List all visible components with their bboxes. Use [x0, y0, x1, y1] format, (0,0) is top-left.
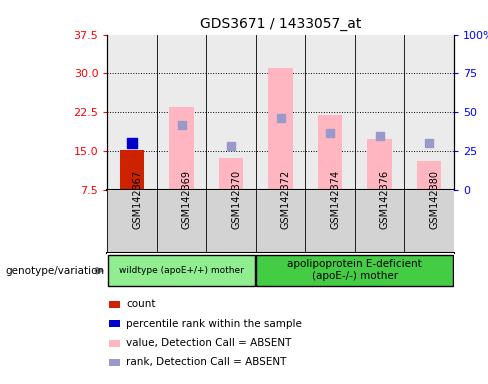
- Text: GSM142372: GSM142372: [281, 170, 290, 229]
- Bar: [367, 139, 392, 190]
- Text: GSM142370: GSM142370: [231, 170, 241, 229]
- Text: percentile rank within the sample: percentile rank within the sample: [126, 319, 302, 329]
- Bar: [108, 255, 255, 286]
- Text: count: count: [126, 299, 156, 309]
- Bar: [355, 35, 405, 190]
- Bar: [157, 35, 206, 190]
- Bar: [206, 35, 256, 190]
- Text: GSM142369: GSM142369: [182, 170, 192, 229]
- Point: [425, 141, 433, 147]
- Point: [128, 141, 136, 147]
- Bar: [219, 158, 244, 190]
- Bar: [268, 68, 293, 190]
- Text: rank, Detection Call = ABSENT: rank, Detection Call = ABSENT: [126, 358, 287, 367]
- Text: GSM142374: GSM142374: [330, 170, 340, 229]
- Text: value, Detection Call = ABSENT: value, Detection Call = ABSENT: [126, 338, 292, 348]
- Point: [277, 114, 285, 121]
- Bar: [109, 359, 120, 366]
- Bar: [109, 301, 120, 308]
- Text: GSM142380: GSM142380: [429, 170, 439, 229]
- Bar: [318, 115, 343, 190]
- Bar: [109, 339, 120, 347]
- Bar: [405, 35, 454, 190]
- Text: wildtype (apoE+/+) mother: wildtype (apoE+/+) mother: [119, 265, 244, 275]
- Text: GSM142376: GSM142376: [380, 170, 389, 229]
- Text: GSM142367: GSM142367: [132, 170, 142, 229]
- Title: GDS3671 / 1433057_at: GDS3671 / 1433057_at: [200, 17, 361, 31]
- Point: [326, 130, 334, 136]
- Bar: [120, 150, 144, 190]
- Bar: [107, 35, 157, 190]
- Bar: [109, 320, 120, 327]
- Bar: [305, 35, 355, 190]
- Bar: [256, 35, 305, 190]
- Point: [178, 122, 185, 128]
- Text: genotype/variation: genotype/variation: [5, 266, 104, 276]
- Bar: [256, 255, 453, 286]
- Text: apolipoprotein E-deficient
(apoE-/-) mother: apolipoprotein E-deficient (apoE-/-) mot…: [287, 259, 422, 281]
- Bar: [417, 161, 442, 190]
- Point: [376, 132, 384, 139]
- Bar: [169, 107, 194, 190]
- Point: [227, 143, 235, 149]
